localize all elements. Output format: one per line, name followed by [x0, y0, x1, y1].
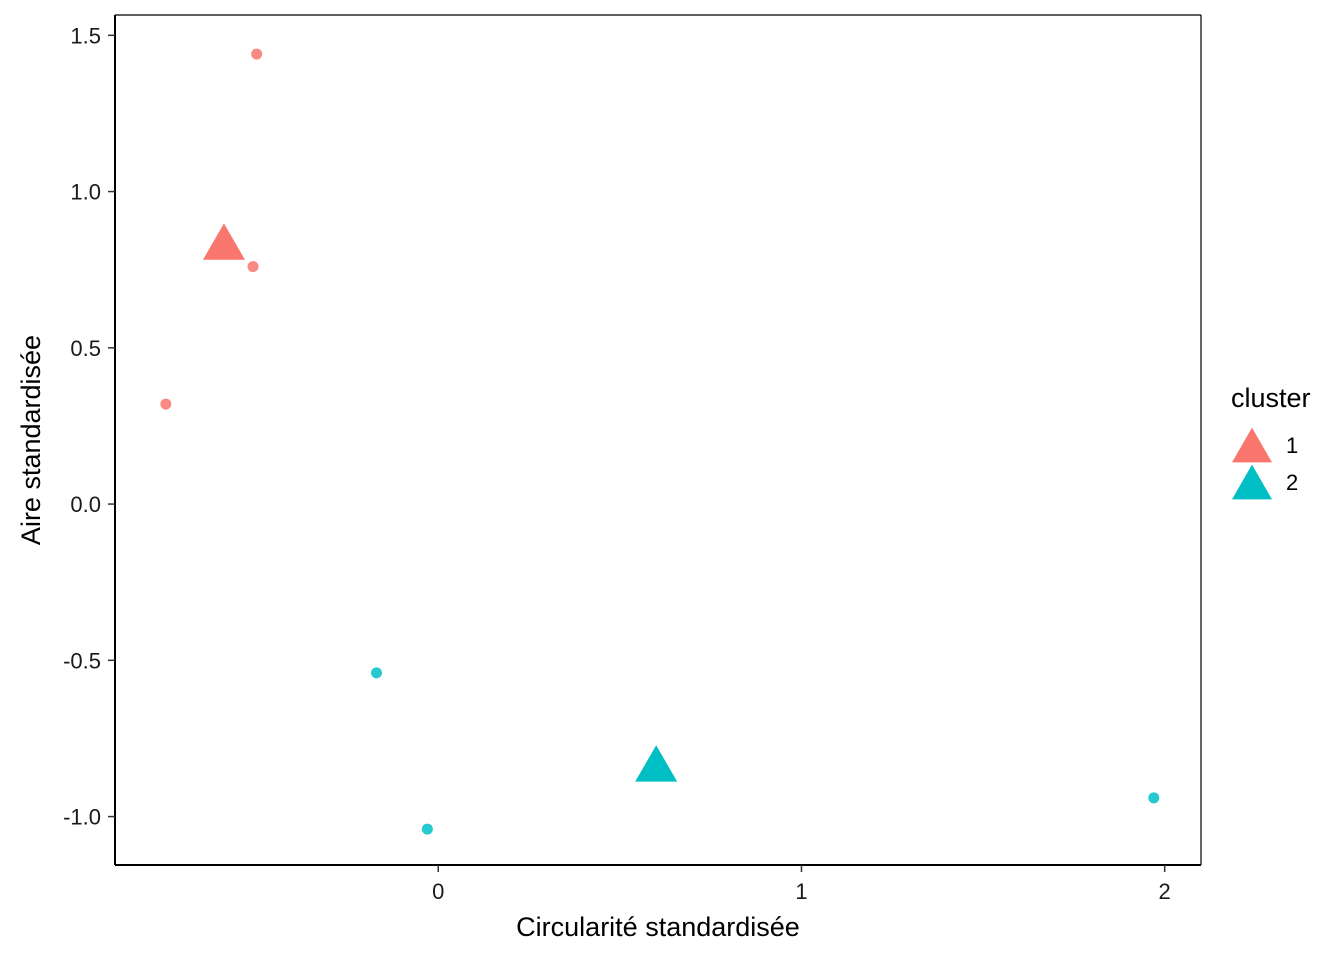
centroid-triangle-cluster-2	[635, 745, 678, 782]
legend-label-cluster-2: 2	[1286, 470, 1298, 495]
legend-key-cluster-2	[1232, 464, 1272, 500]
data-point-cluster-1	[247, 261, 259, 273]
x-tick-label: 0	[432, 879, 444, 904]
y-tick-label: -1.0	[63, 805, 101, 830]
data-point-cluster-2	[421, 823, 433, 835]
legend-title: cluster	[1231, 383, 1311, 413]
x-tick-label: 1	[795, 879, 807, 904]
plot-panel	[115, 15, 1201, 865]
y-tick-label: 0.0	[70, 492, 101, 517]
legend: cluster 1 2	[1231, 383, 1311, 500]
y-tick-label: -0.5	[63, 648, 101, 673]
centroid-triangle-cluster-1	[202, 223, 245, 260]
data-point-cluster-1	[160, 398, 172, 410]
axes: 0 1 2 1.5 1.0 0.5 0.0 -0.5 -1.0	[63, 14, 1202, 904]
y-axis-title: Aire standardisée	[16, 335, 46, 545]
data-point-cluster-2	[371, 667, 383, 679]
y-tick-label: 1.0	[70, 180, 101, 205]
data-marks	[160, 48, 1160, 835]
y-tick-label: 1.5	[70, 23, 101, 48]
x-tick-label: 2	[1159, 879, 1171, 904]
y-tick-label: 0.5	[70, 336, 101, 361]
legend-key-cluster-1	[1232, 427, 1272, 463]
legend-label-cluster-1: 1	[1286, 433, 1298, 458]
data-point-cluster-2	[1148, 792, 1160, 804]
x-axis-title: Circularité standardisée	[516, 912, 800, 942]
data-point-cluster-1	[251, 48, 263, 60]
